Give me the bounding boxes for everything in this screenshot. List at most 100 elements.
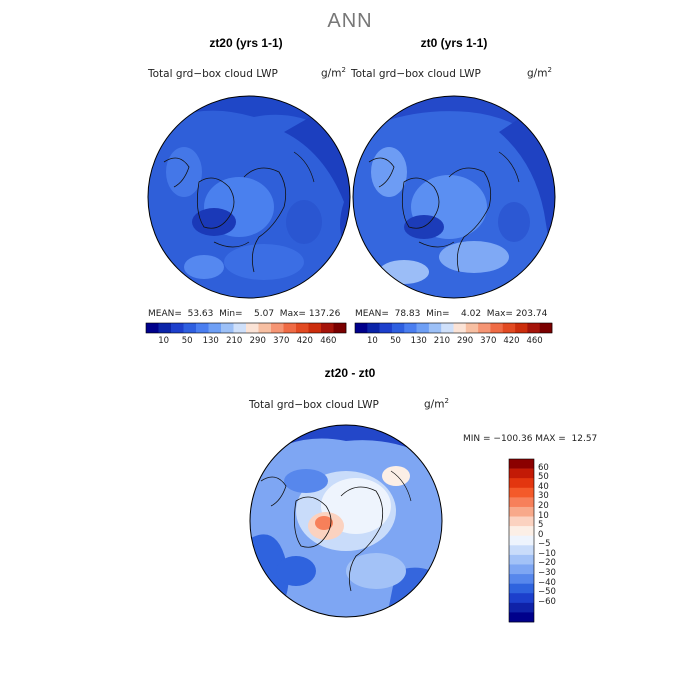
colorbar-swatch (333, 323, 347, 333)
colorbar-tick-label: 10 (158, 336, 170, 346)
colorbar-swatch (208, 323, 222, 333)
colorbar-swatch (321, 323, 334, 333)
colorbar-tick-label: 30 (538, 491, 549, 502)
colorbar-tick-label: 50 (181, 336, 193, 346)
colorbar-swatch (509, 497, 534, 508)
panel-unit: g/m2 (527, 66, 552, 80)
colorbar-difference (508, 458, 535, 623)
colorbar-swatch (465, 323, 479, 333)
colorbar-tick-label: 0 (538, 529, 544, 540)
colorbar-tick-label: 20 (538, 500, 549, 511)
colorbar-top-left (145, 322, 347, 334)
panel-stats: MEAN= 53.63 Min= 5.07 Max= 137.26 (148, 309, 341, 319)
colorbar-swatch (490, 323, 504, 333)
colorbar-swatch (355, 323, 368, 333)
colorbar-swatch (509, 545, 534, 556)
colorbar-tick-label: −20 (538, 558, 556, 569)
colorbar-swatch (527, 323, 540, 333)
figure-title: ANN (327, 10, 373, 32)
colorbar-tick-label: 210 (226, 336, 243, 346)
panel-variable-label: Total grd−box cloud LWP (351, 68, 481, 80)
colorbar-tick-label: −5 (538, 539, 551, 550)
colorbar-swatch (404, 323, 417, 333)
panel-unit: g/m2 (321, 66, 346, 80)
polar-map-zt20 (147, 95, 351, 299)
colorbar-top-right (354, 322, 553, 334)
colorbar-swatch (391, 323, 405, 333)
colorbar-swatch (509, 593, 534, 604)
colorbar-tick-label: 370 (273, 336, 290, 346)
colorbar-swatch (296, 323, 309, 333)
colorbar-tick-label: 290 (456, 336, 474, 346)
colorbar-swatch (509, 487, 534, 498)
colorbar-swatch (146, 323, 159, 333)
colorbar-swatch (502, 323, 516, 333)
polar-map-zt0 (352, 95, 556, 299)
colorbar-tick-label: −40 (538, 577, 556, 588)
colorbar-swatch (271, 323, 284, 333)
colorbar-swatch (183, 323, 197, 333)
colorbar-swatch (428, 323, 442, 333)
colorbar-swatch (515, 323, 528, 333)
colorbar-tick-label: 460 (526, 336, 543, 346)
colorbar-diff-ticks: 60 50 40 30 20 10 5 0 −5 −10 −20 −30 −40 −50 −60 (538, 459, 578, 622)
colorbar-swatch (441, 323, 454, 333)
colorbar-swatch (509, 583, 534, 594)
colorbar-swatch (221, 323, 234, 333)
colorbar-border (354, 322, 553, 334)
colorbar-tick-label: 290 (249, 336, 266, 346)
panel-variable-label: Total grd−box cloud LWP (148, 68, 278, 80)
colorbar-tick-label: 50 (390, 336, 401, 346)
colorbar-swatch (416, 323, 430, 333)
diff-panel-title: zt20 - zt0 (324, 366, 376, 380)
colorbar-swatch (509, 468, 534, 479)
polar-map-difference (249, 424, 443, 618)
colorbar-swatch (509, 574, 534, 584)
colorbar-swatch (196, 323, 209, 333)
colorbar-tick-label: 130 (410, 336, 427, 346)
colorbar-tick-label: 10 (538, 510, 549, 521)
colorbar-swatch (539, 323, 553, 333)
colorbar-swatch (246, 323, 259, 333)
colorbar-tick-label: 40 (538, 481, 549, 492)
colorbar-swatch (283, 323, 297, 333)
colorbar-tick-label: 5 (538, 520, 544, 531)
colorbar-swatch (171, 323, 184, 333)
colorbar-tick-label: 210 (433, 336, 451, 346)
colorbar-swatch (478, 323, 491, 333)
panel-title-zt20: zt20 (yrs 1-1) (209, 36, 283, 50)
colorbar-swatch (158, 323, 172, 333)
colorbar-tick-label: −50 (538, 587, 556, 598)
colorbar-swatch (509, 526, 534, 537)
colorbar-tick-label: 420 (296, 336, 313, 346)
diff-variable-label: Total grd−box cloud LWP (249, 399, 379, 411)
colorbar-swatch (379, 323, 393, 333)
colorbar-swatch (509, 535, 534, 546)
colorbar-swatch (509, 554, 534, 565)
colorbar-border (145, 322, 347, 334)
colorbar-swatch (509, 516, 534, 527)
colorbar-tick-label: −60 (538, 596, 556, 607)
colorbar-ticks: 10 50 130 210 290 370 420 460 (146, 336, 346, 348)
panel-stats: MEAN= 78.83 Min= 4.02 Max= 203.74 (355, 309, 548, 319)
colorbar-swatch (509, 612, 534, 623)
panel-title-zt0: zt0 (yrs 1-1) (420, 36, 488, 50)
colorbar-tick-label: 130 (202, 336, 219, 346)
colorbar-swatch (308, 323, 322, 333)
colorbar-swatch (367, 323, 380, 333)
colorbar-swatch (258, 323, 272, 333)
colorbar-tick-label: 460 (320, 336, 337, 346)
colorbar-tick-label: −30 (538, 568, 556, 579)
colorbar-swatch (233, 323, 247, 333)
colorbar-tick-label: 60 (538, 462, 549, 473)
colorbar-ticks: 10 50 130 210 290 370 420 460 (355, 336, 552, 348)
colorbar-border (508, 458, 535, 623)
colorbar-swatch (509, 602, 534, 613)
colorbar-tick-label: −10 (538, 548, 556, 559)
colorbar-tick-label: 50 (538, 472, 549, 483)
colorbar-swatch (509, 459, 534, 469)
colorbar-swatch (509, 506, 534, 517)
colorbar-tick-label: 420 (503, 336, 520, 346)
colorbar-tick-label: 370 (480, 336, 497, 346)
diff-unit: g/m2 (424, 397, 449, 411)
